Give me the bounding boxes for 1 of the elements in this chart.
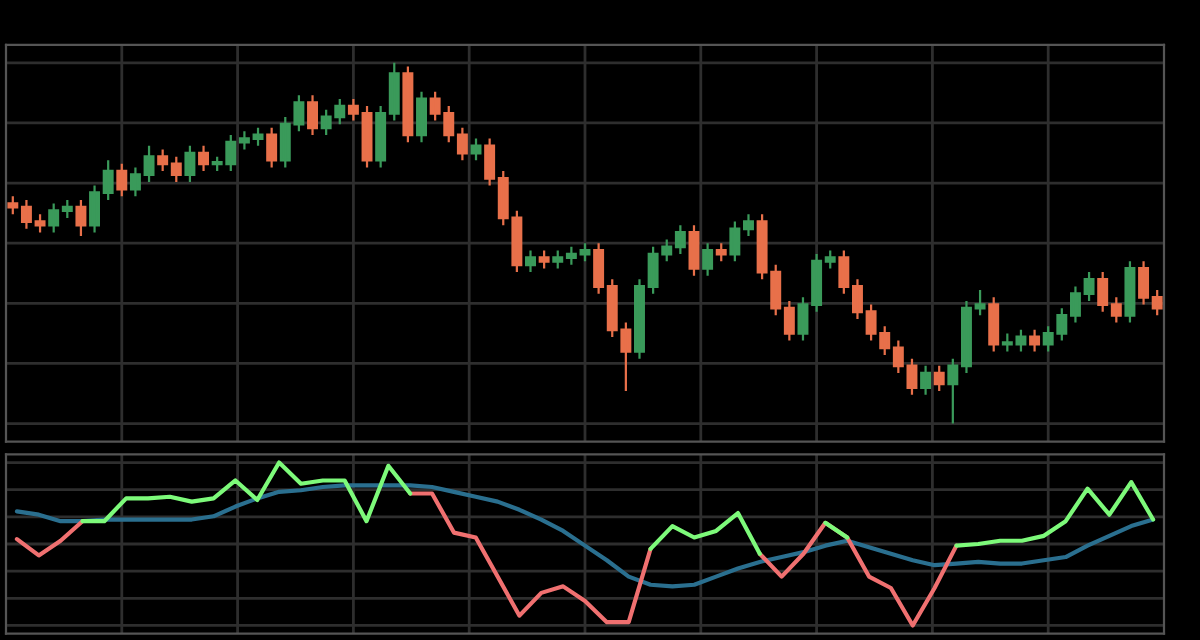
candlestick: [538, 249, 550, 270]
